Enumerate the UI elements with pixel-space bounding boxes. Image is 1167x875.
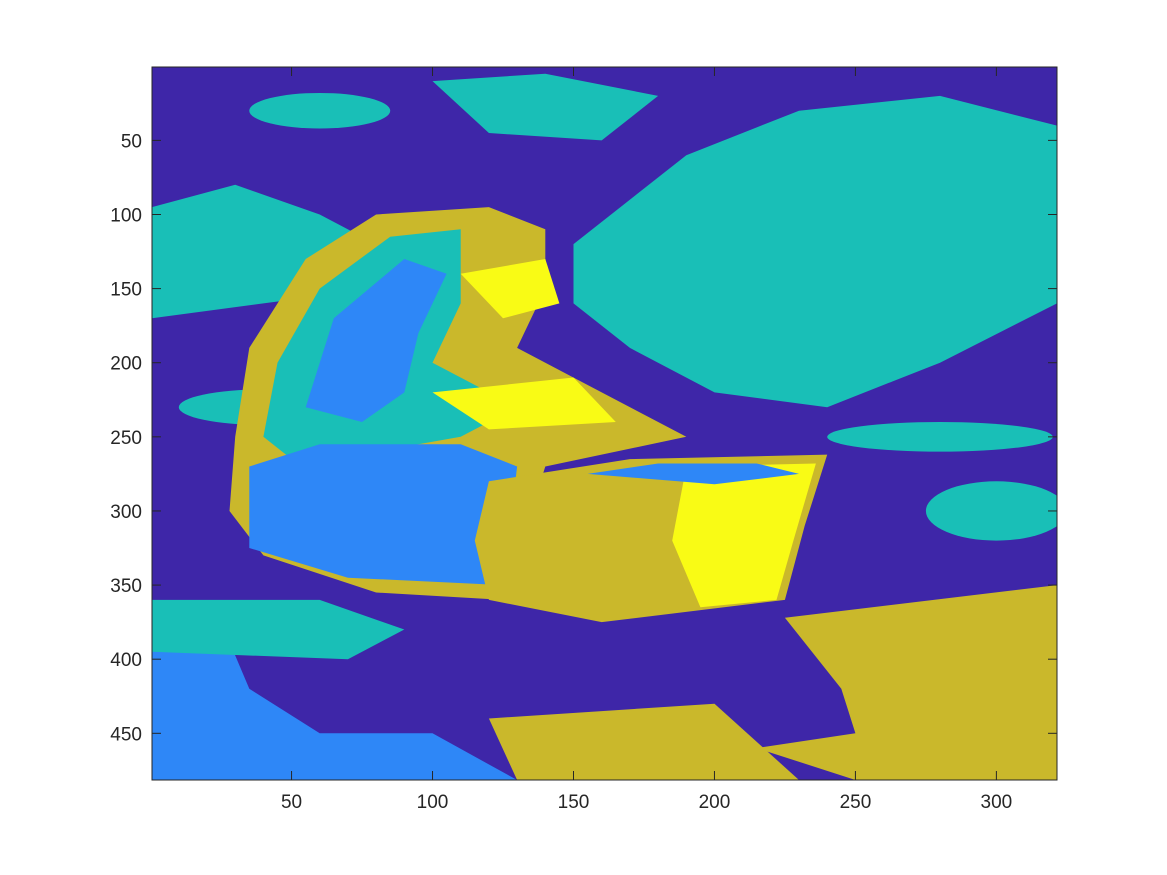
y-tick-label: 450 [110,724,142,745]
x-tick-label: 150 [558,792,590,813]
x-axis: 50 100 150 200 250 300 [281,67,1012,813]
region-hand-highlight [432,377,616,430]
y-tick-label: 350 [110,576,142,597]
y-tick-label: 100 [110,205,142,226]
region-face [305,259,447,422]
x-tick-label: 50 [281,792,302,813]
region-cheek-highlight [460,259,560,319]
y-tick-label: 150 [110,280,142,301]
x-tick-label: 200 [699,792,731,813]
region-lower-teal [152,599,405,660]
region-teal-spot [827,422,1053,452]
x-tick-label: 250 [840,792,872,813]
region-teal-spot [925,481,1057,541]
segmented-image [152,67,1057,780]
plot-frame [151,66,1058,781]
y-tick-label: 300 [110,502,142,523]
region-table [756,585,1057,780]
y-tick-label: 400 [110,650,142,671]
y-axis: 50 100 150 200 250 300 350 400 450 [110,131,1057,745]
region-bowl-highlight [672,463,816,608]
region-teal-spot [249,92,391,129]
region-lower-mid [488,703,799,780]
region-lower-left [152,622,518,780]
region-arm [249,444,518,586]
y-tick-label: 250 [110,428,142,449]
y-tick-label: 200 [110,354,142,375]
y-tick-label: 50 [121,131,142,152]
heatmap-image [152,67,1057,780]
x-tick-label: 300 [981,792,1013,813]
region-teal-upper-right [573,95,1057,408]
x-tick-label: 100 [417,792,449,813]
region-teal-top [432,73,659,141]
region-bowl-rim [587,463,799,485]
